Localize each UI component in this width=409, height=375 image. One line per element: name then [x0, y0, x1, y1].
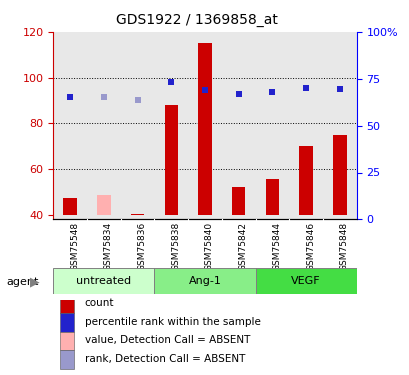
Text: untreated: untreated [76, 276, 131, 286]
Text: ▶: ▶ [29, 276, 39, 288]
Text: rank, Detection Call = ABSENT: rank, Detection Call = ABSENT [85, 354, 245, 364]
Text: GSM75848: GSM75848 [339, 222, 348, 271]
Bar [97, 195, 110, 215]
Bar [60, 313, 74, 332]
Bar [164, 105, 178, 215]
Text: GSM75836: GSM75836 [137, 222, 146, 271]
Text: GSM75844: GSM75844 [272, 222, 281, 271]
Text: GSM75838: GSM75838 [171, 222, 180, 271]
Bar [231, 188, 245, 215]
Text: Ang-1: Ang-1 [188, 276, 221, 286]
Bar [53, 268, 154, 294]
Bar [60, 294, 74, 313]
Text: percentile rank within the sample: percentile rank within the sample [85, 317, 260, 327]
Bar [130, 214, 144, 215]
Bar [63, 198, 77, 215]
Bar [60, 350, 74, 369]
Bar [265, 179, 279, 215]
Text: agent: agent [6, 277, 38, 287]
Bar [60, 332, 74, 350]
Text: GSM75846: GSM75846 [306, 222, 315, 271]
Bar [332, 135, 346, 215]
Text: GSM75834: GSM75834 [103, 222, 112, 271]
Text: GSM75842: GSM75842 [238, 222, 247, 271]
Text: GSM75840: GSM75840 [204, 222, 213, 271]
Text: count: count [85, 298, 114, 308]
Bar [198, 43, 211, 215]
Bar [255, 268, 356, 294]
Text: GSM75548: GSM75548 [70, 222, 79, 271]
Text: VEGF: VEGF [291, 276, 320, 286]
Text: GDS1922 / 1369858_at: GDS1922 / 1369858_at [116, 13, 277, 27]
Bar [299, 146, 312, 215]
Text: value, Detection Call = ABSENT: value, Detection Call = ABSENT [85, 336, 249, 345]
Bar [154, 268, 255, 294]
